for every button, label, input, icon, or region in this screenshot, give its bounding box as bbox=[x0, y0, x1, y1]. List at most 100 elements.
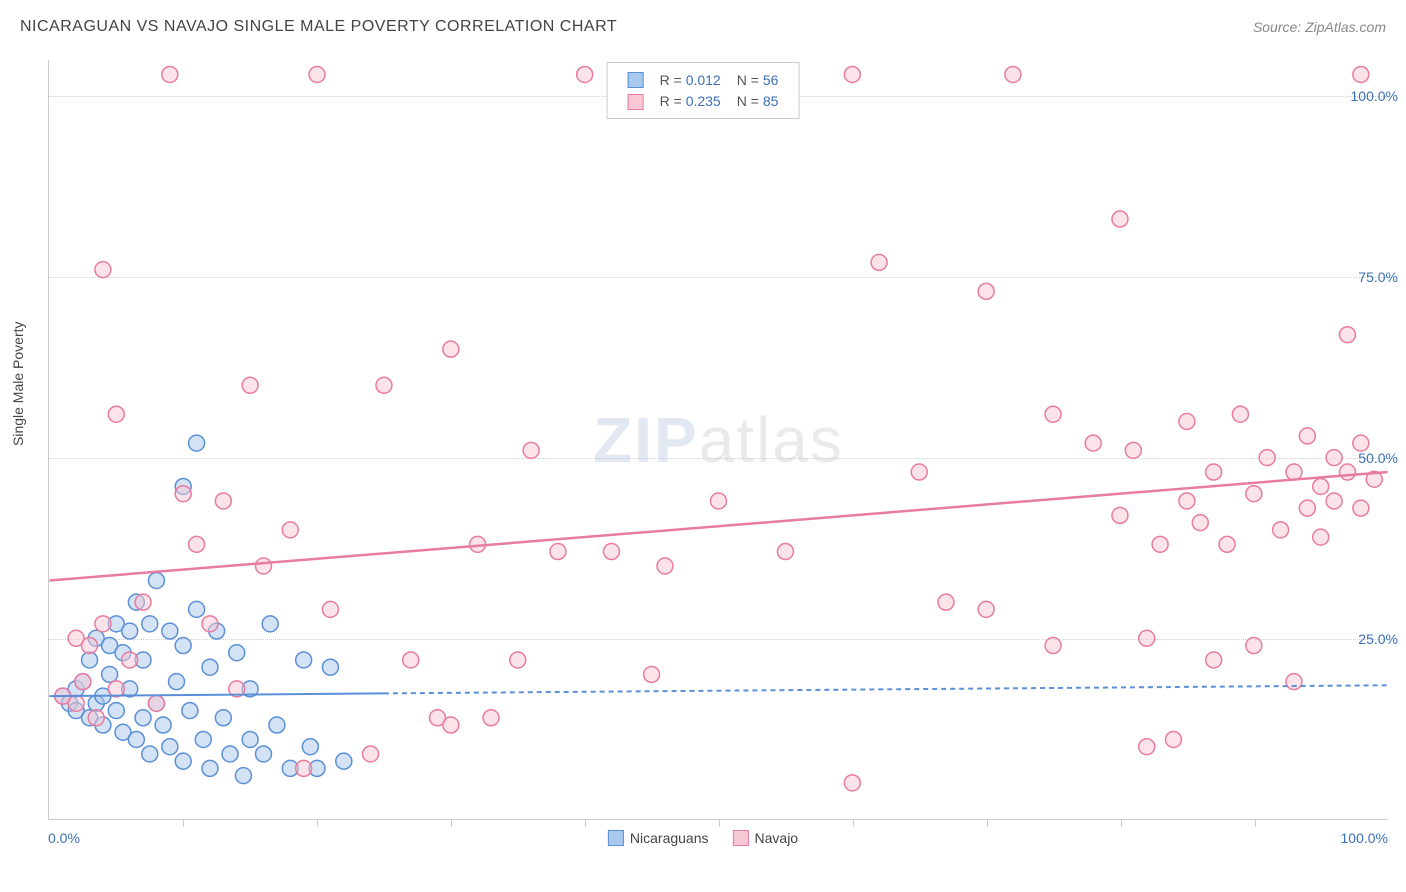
x-tick bbox=[1255, 819, 1256, 827]
data-point bbox=[657, 558, 673, 574]
data-point bbox=[711, 493, 727, 509]
data-point bbox=[1139, 630, 1155, 646]
data-point bbox=[510, 652, 526, 668]
data-point bbox=[1273, 522, 1289, 538]
data-point bbox=[68, 695, 84, 711]
x-tick bbox=[317, 819, 318, 827]
data-point bbox=[603, 544, 619, 560]
legend-n-label: N = bbox=[737, 93, 759, 109]
data-point bbox=[95, 262, 111, 278]
x-tick bbox=[1121, 819, 1122, 827]
data-point bbox=[142, 616, 158, 632]
legend-swatch bbox=[628, 94, 644, 110]
data-point bbox=[88, 710, 104, 726]
data-point bbox=[1286, 464, 1302, 480]
data-point bbox=[523, 442, 539, 458]
legend-n-value: 85 bbox=[763, 93, 779, 109]
x-axis-min-label: 0.0% bbox=[48, 830, 80, 846]
data-point bbox=[1045, 406, 1061, 422]
data-point bbox=[162, 623, 178, 639]
data-point bbox=[443, 341, 459, 357]
legend-n-label: N = bbox=[737, 72, 759, 88]
source-attribution: Source: ZipAtlas.com bbox=[1253, 19, 1386, 35]
legend-swatch bbox=[628, 72, 644, 88]
legend-row: R = 0.235 N = 85 bbox=[620, 90, 787, 111]
legend-n-value: 56 bbox=[763, 72, 779, 88]
data-point bbox=[182, 703, 198, 719]
data-point bbox=[256, 558, 272, 574]
data-point bbox=[322, 601, 338, 617]
data-point bbox=[202, 616, 218, 632]
data-point bbox=[1339, 464, 1355, 480]
chart-svg bbox=[49, 60, 1388, 819]
data-point bbox=[938, 594, 954, 610]
data-point bbox=[1085, 435, 1101, 451]
data-point bbox=[844, 775, 860, 791]
data-point bbox=[195, 731, 211, 747]
plot-area: ZIPatlas bbox=[48, 60, 1388, 820]
trend-line bbox=[49, 472, 1387, 580]
data-point bbox=[309, 66, 325, 82]
data-point bbox=[1326, 493, 1342, 509]
data-point bbox=[269, 717, 285, 733]
data-point bbox=[376, 377, 392, 393]
data-point bbox=[189, 435, 205, 451]
data-point bbox=[1246, 638, 1262, 654]
x-tick bbox=[585, 819, 586, 827]
data-point bbox=[1139, 739, 1155, 755]
data-point bbox=[108, 406, 124, 422]
data-point bbox=[1219, 536, 1235, 552]
data-point bbox=[844, 66, 860, 82]
legend-swatch bbox=[608, 830, 624, 846]
legend-correlation: R = 0.012 N = 56 R = 0.235 N = 85 bbox=[607, 62, 800, 119]
data-point bbox=[82, 652, 98, 668]
trend-line-dashed bbox=[384, 685, 1388, 693]
data-point bbox=[322, 659, 338, 675]
data-point bbox=[122, 623, 138, 639]
data-point bbox=[175, 753, 191, 769]
data-point bbox=[1246, 486, 1262, 502]
data-point bbox=[296, 760, 312, 776]
legend-series: Nicaraguans Navajo bbox=[608, 830, 798, 846]
data-point bbox=[235, 768, 251, 784]
legend-r-label: R = bbox=[660, 93, 682, 109]
data-point bbox=[1259, 450, 1275, 466]
data-point bbox=[242, 731, 258, 747]
data-point bbox=[577, 66, 593, 82]
legend-r-value: 0.235 bbox=[686, 93, 721, 109]
data-point bbox=[122, 652, 138, 668]
legend-swatch bbox=[733, 830, 749, 846]
data-point bbox=[911, 464, 927, 480]
data-point bbox=[1353, 500, 1369, 516]
data-point bbox=[483, 710, 499, 726]
legend-row: R = 0.012N = 56 bbox=[620, 69, 787, 90]
data-point bbox=[262, 616, 278, 632]
x-tick bbox=[183, 819, 184, 827]
data-point bbox=[871, 254, 887, 270]
data-point bbox=[256, 746, 272, 762]
data-point bbox=[1326, 450, 1342, 466]
data-point bbox=[1299, 500, 1315, 516]
data-point bbox=[443, 717, 459, 733]
data-point bbox=[777, 544, 793, 560]
data-point bbox=[1313, 529, 1329, 545]
legend-r-value: 0.012 bbox=[686, 72, 721, 88]
data-point bbox=[102, 666, 118, 682]
data-point bbox=[108, 703, 124, 719]
data-point bbox=[229, 645, 245, 661]
data-point bbox=[1206, 464, 1222, 480]
data-point bbox=[1179, 493, 1195, 509]
data-point bbox=[108, 681, 124, 697]
data-point bbox=[215, 493, 231, 509]
data-point bbox=[189, 601, 205, 617]
data-point bbox=[175, 486, 191, 502]
header: NICARAGUAN VS NAVAJO SINGLE MALE POVERTY… bbox=[20, 18, 1386, 36]
legend-item: Nicaraguans bbox=[608, 830, 709, 846]
data-point bbox=[202, 659, 218, 675]
data-point bbox=[1299, 428, 1315, 444]
data-point bbox=[215, 710, 231, 726]
legend-item: Navajo bbox=[733, 830, 799, 846]
data-point bbox=[282, 522, 298, 538]
chart-title: NICARAGUAN VS NAVAJO SINGLE MALE POVERTY… bbox=[20, 18, 617, 36]
legend-label: Nicaraguans bbox=[630, 830, 709, 846]
